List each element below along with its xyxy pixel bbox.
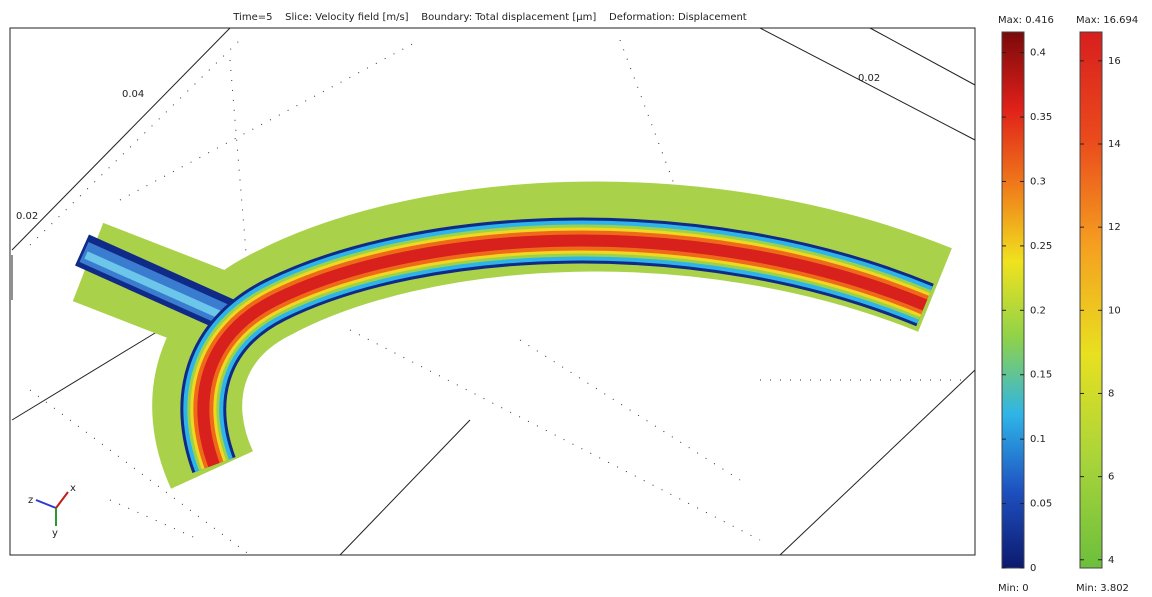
box-edge	[780, 370, 975, 555]
box-edge	[870, 28, 975, 85]
tick-label: 12	[1108, 222, 1121, 233]
grid-line	[520, 340, 740, 480]
tick-label: 16	[1108, 56, 1121, 67]
screenshot: Time=5 Slice: Velocity field [m/s] Bound…	[0, 0, 1152, 597]
tick-label: 0.1	[1030, 434, 1046, 445]
tick-label: 6	[1108, 472, 1114, 483]
tube	[82, 227, 935, 470]
triad-label: z	[28, 495, 33, 506]
triad-z	[36, 500, 56, 508]
colorbar-max: Max: 16.694	[1076, 15, 1138, 26]
triad-label: x	[70, 483, 76, 494]
tick-label: 0.4	[1030, 48, 1046, 59]
plot-area	[10, 28, 975, 555]
tick-label: 4	[1108, 555, 1114, 566]
colorbar-max: Max: 0.416	[998, 15, 1054, 26]
grid-line	[620, 40, 680, 200]
colorbar	[1002, 32, 1024, 568]
triad-label: y	[52, 528, 58, 539]
tick-label: 0.2	[1030, 305, 1046, 316]
tick-label: 10	[1108, 305, 1121, 316]
box-edge	[760, 28, 975, 140]
tick-label: 0.15	[1030, 370, 1052, 381]
triad-x	[56, 492, 68, 508]
tick-label: 0.25	[1030, 241, 1052, 252]
colorbar	[1080, 32, 1102, 568]
tick-label: 0.3	[1030, 176, 1046, 187]
tick-label: 0	[1030, 563, 1036, 574]
grid-line	[120, 40, 420, 200]
colorbar-min: Min: 3.802	[1076, 583, 1129, 594]
box-edge	[12, 28, 230, 250]
axis-label: 0.02	[16, 211, 38, 222]
grid-line	[110, 500, 200, 540]
axis-triad	[36, 492, 68, 526]
axis-label: 0.02	[858, 73, 880, 84]
tick-label: 14	[1108, 139, 1121, 150]
axis-label: 0.04	[122, 89, 144, 100]
tick-label: 0.35	[1030, 112, 1052, 123]
plot-title: Time=5 Slice: Velocity field [m/s] Bound…	[232, 12, 747, 23]
tick-label: 0.05	[1030, 499, 1052, 510]
box-edge	[12, 330, 160, 420]
box-edge	[340, 420, 470, 555]
grid-line	[350, 330, 760, 540]
tick-label: 8	[1108, 388, 1114, 399]
grid-line	[30, 40, 240, 245]
colorbar-min: Min: 0	[998, 583, 1029, 594]
